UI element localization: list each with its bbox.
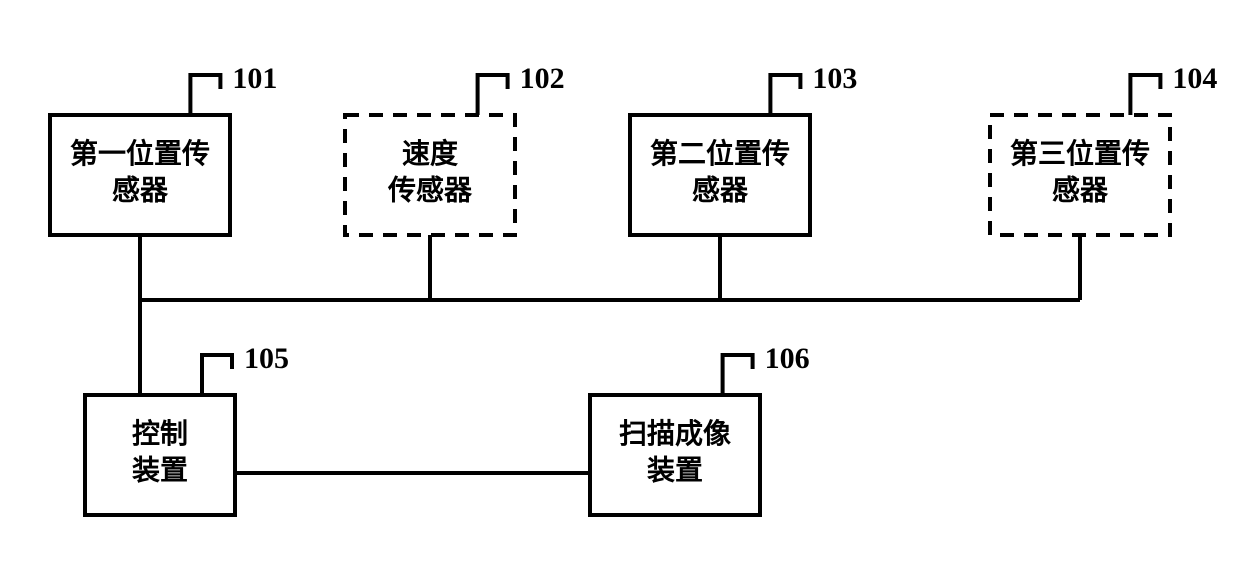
- n101-number: 101: [232, 62, 277, 95]
- n103-number: 103: [812, 62, 857, 95]
- n102-label-line1: 速度: [402, 138, 458, 170]
- n104-label-line1: 第三位置传: [1010, 137, 1150, 170]
- n103-leader: [770, 75, 800, 115]
- n101-label-line1: 第一位置传: [70, 137, 210, 170]
- n106-leader: [723, 355, 753, 395]
- n105-label-line2: 装置: [132, 455, 188, 487]
- n105-number: 105: [244, 342, 289, 375]
- n105-leader: [202, 355, 232, 395]
- n101-label-line2: 感器: [112, 175, 169, 207]
- n103-label-line2: 感器: [692, 175, 749, 207]
- n104-leader: [1130, 75, 1160, 115]
- n102-number: 102: [520, 62, 565, 95]
- n106-label-line2: 装置: [647, 455, 703, 487]
- n104-label-line2: 感器: [1052, 175, 1109, 207]
- n102-leader: [478, 75, 508, 115]
- n105-label-line1: 控制: [132, 418, 188, 450]
- n106-label-line1: 扫描成像: [619, 418, 732, 450]
- n104-number: 104: [1172, 62, 1217, 95]
- n102-label-line2: 传感器: [387, 175, 473, 207]
- n101-leader: [190, 75, 220, 115]
- block-diagram: 第一位置传感器 101 速度传感器 102 第二位置传感器 103 第三位置传感器 104 控制…: [0, 0, 1240, 566]
- n103-label-line1: 第二位置传: [650, 137, 790, 170]
- n106-number: 106: [765, 342, 810, 375]
